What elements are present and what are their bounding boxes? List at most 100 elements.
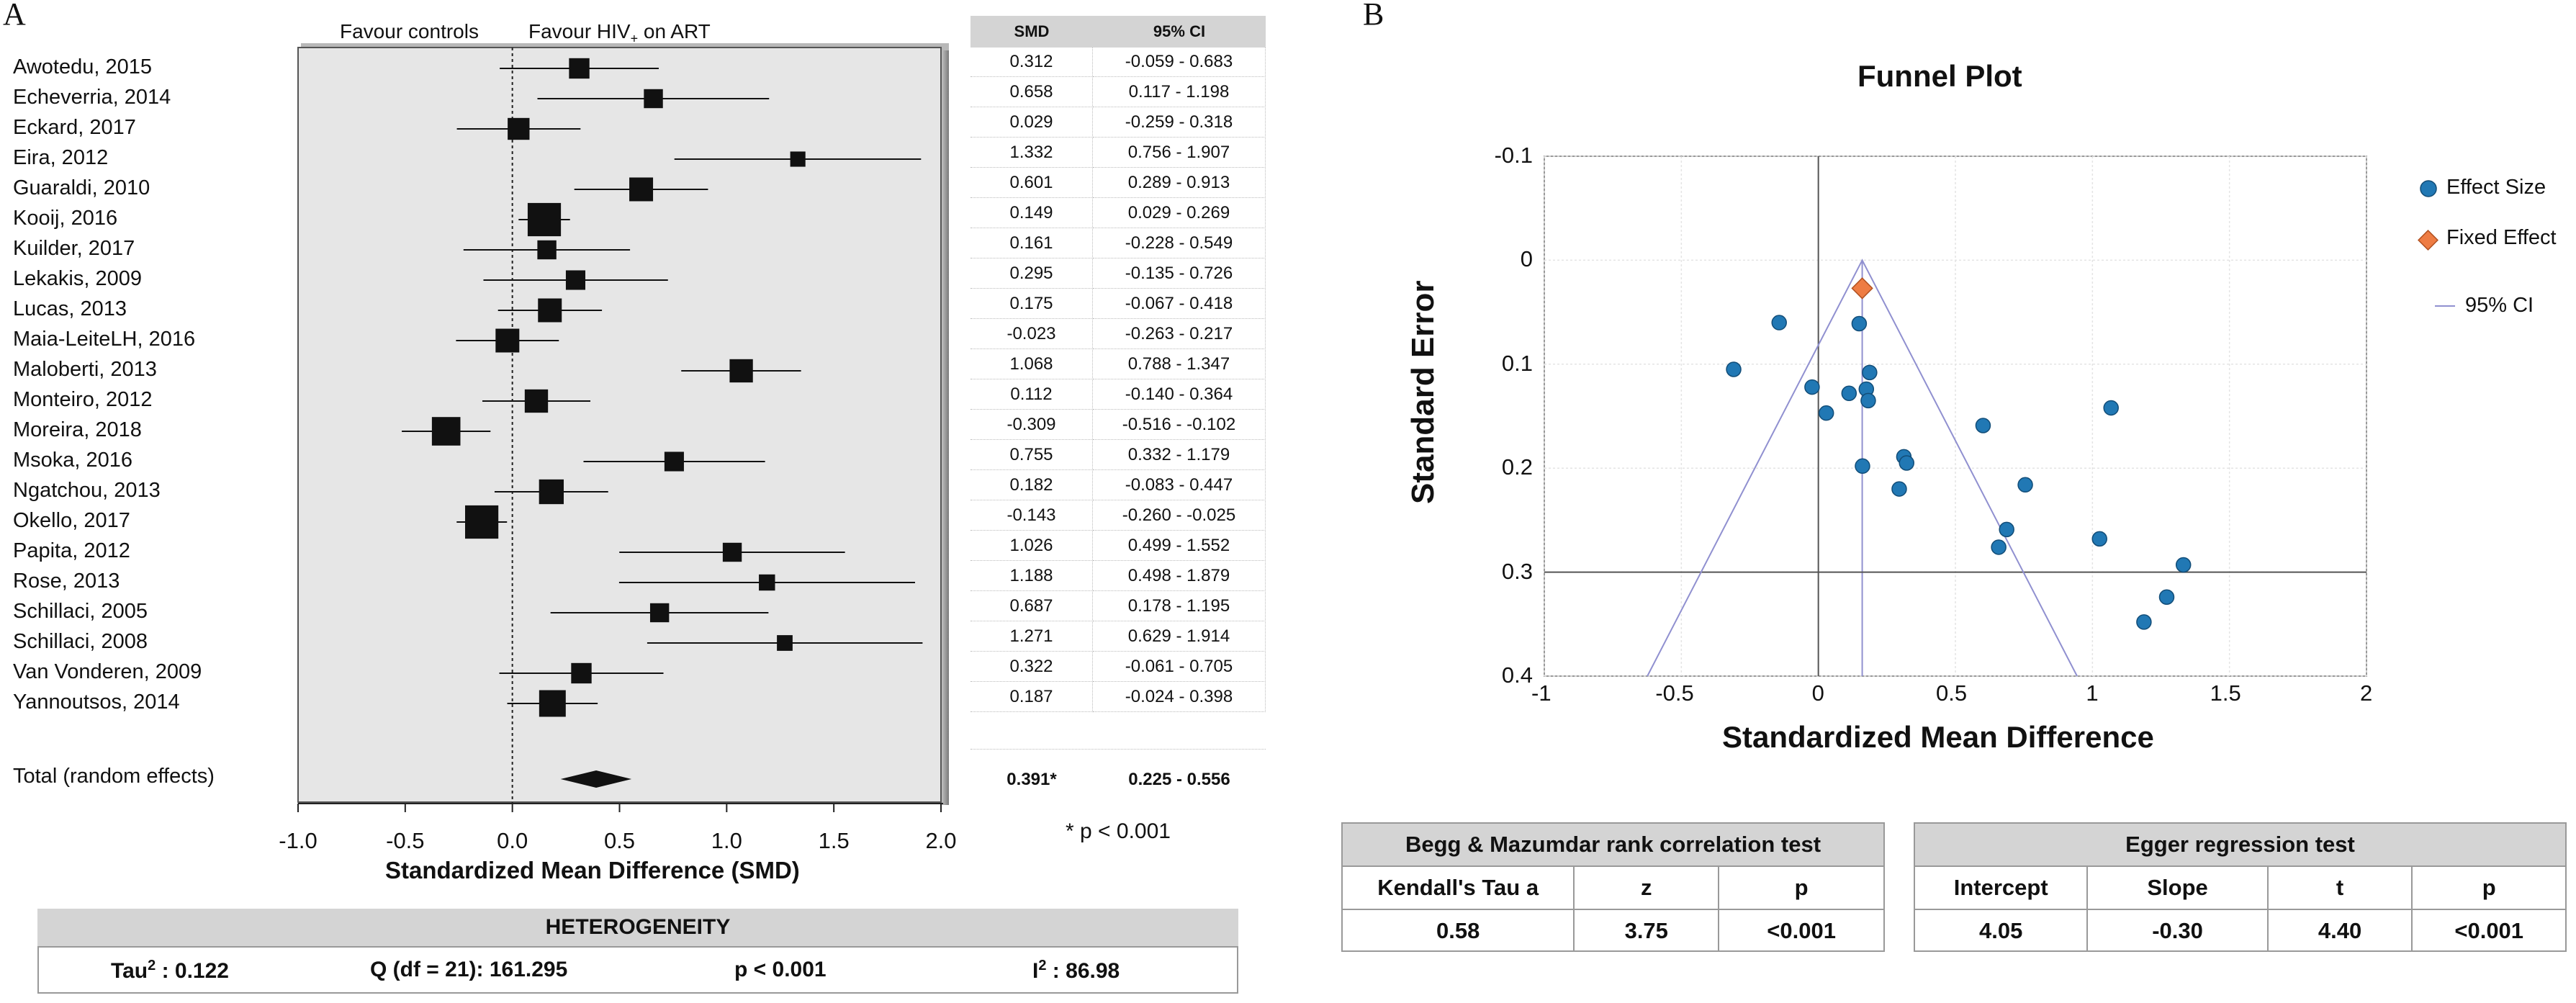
funnel-x-tick-label: 0: [1811, 680, 1824, 706]
effect-size-point: [1991, 539, 2007, 555]
study-label: Maloberti, 2013: [13, 358, 157, 381]
effect-size-point: [2158, 589, 2175, 606]
study-label: Schillaci, 2008: [13, 630, 148, 653]
study-effect-box: [465, 505, 499, 539]
study-label: Lekakis, 2009: [13, 267, 142, 290]
study-smd-value: -0.143: [970, 501, 1093, 531]
ci-table-row: 0.112 -0.140 - 0.364: [970, 380, 1266, 410]
study-ci-value: 0.332 - 1.179: [1093, 441, 1266, 470]
study-ci-value: 0.629 - 1.914: [1093, 622, 1266, 652]
ci-table-row: 0.175 -0.067 - 0.418: [970, 289, 1266, 319]
i2-value: I2 : 86.98: [1032, 958, 1120, 983]
study-effect-box: [664, 451, 684, 472]
ci-table-row: 0.187 -0.024 - 0.398: [970, 683, 1266, 712]
egger-h-slope: Slope: [2088, 867, 2269, 909]
study-effect-box: [790, 151, 806, 167]
study-label: Schillaci, 2005: [13, 600, 148, 623]
study-effect-box: [539, 479, 564, 505]
tau-value: Tau2 : 0.122: [111, 958, 229, 983]
effect-size-point: [2175, 557, 2192, 573]
study-smd-value: 0.312: [970, 48, 1093, 77]
ci-table-row: -0.023 -0.263 - 0.217: [970, 320, 1266, 349]
study-smd-value: 0.322: [970, 652, 1093, 682]
funnel-y-tick-label: 0.1: [1501, 350, 1533, 376]
study-smd-value: 1.271: [970, 622, 1093, 652]
funnel-95ci-lines: [1647, 258, 2078, 677]
total-ci: 0.225 - 0.556: [1128, 770, 1230, 789]
total-smd: 0.391*: [1006, 770, 1057, 789]
funnel-y-tick-label: -0.1: [1494, 143, 1533, 168]
ci-table-row: 0.295 -0.135 - 0.726: [970, 259, 1266, 289]
funnel-x-axis-title: Standardized Mean Difference: [1722, 720, 2154, 754]
begg-header-row: Kendall's Tau a z p: [1343, 867, 1883, 910]
legend-95ci: 95% CI: [2465, 294, 2534, 317]
study-smd-value: 0.658: [970, 78, 1093, 107]
study-smd-value: 0.175: [970, 289, 1093, 319]
legend-effect-size: Effect Size: [2446, 176, 2546, 199]
study-ci-value: -0.067 - 0.418: [1093, 289, 1266, 319]
heterogeneity-header: HETEROGENEITY: [37, 909, 1238, 946]
ci-table-row: 1.332 0.756 - 1.907: [970, 138, 1266, 168]
forest-panel-bg: [297, 47, 942, 803]
study-effect-box: [524, 389, 549, 413]
funnel-y-tick-label: 0.4: [1501, 662, 1533, 688]
begg-v-tau: 0.58: [1343, 910, 1575, 952]
study-smd-value: 0.295: [970, 259, 1093, 289]
effect-size-point: [2017, 477, 2033, 493]
pooled-effect-diamond: [560, 770, 632, 788]
egger-v-t: 4.40: [2269, 910, 2413, 952]
egger-v-intercept: 4.05: [1915, 910, 2089, 952]
study-effect-box: [537, 240, 557, 260]
study-ci-value: -0.061 - 0.705: [1093, 652, 1266, 682]
study-label: Awotedu, 2015: [13, 55, 152, 78]
egger-title: Egger regression test: [1915, 824, 2565, 867]
study-smd-value: 1.026: [970, 531, 1093, 561]
study-ci-value: -0.024 - 0.398: [1093, 683, 1266, 712]
begg-h-tau: Kendall's Tau a: [1343, 867, 1575, 909]
effect-size-point: [1862, 364, 1878, 381]
funnel-y-tick-label: 0.3: [1501, 558, 1533, 584]
effect-size-point: [1726, 361, 1742, 377]
ci-table-row: 0.601 0.289 - 0.913: [970, 168, 1266, 198]
effect-size-point: [2091, 531, 2107, 547]
study-smd-value: 0.149: [970, 199, 1093, 228]
effect-size-point: [1999, 521, 2014, 538]
study-effect-box: [722, 542, 742, 562]
study-smd-value: 0.161: [970, 229, 1093, 258]
forest-tick-label: -1.0: [279, 828, 318, 853]
ci-table-row: 1.271 0.629 - 1.914: [970, 622, 1266, 652]
effect-size-point: [1860, 392, 1876, 409]
study-ci-value: 0.756 - 1.907: [1093, 138, 1266, 168]
study-label: Van Vonderen, 2009: [13, 660, 202, 683]
funnel-y-tick-label: 0: [1520, 246, 1533, 272]
egger-header-row: Intercept Slope t p: [1915, 867, 2565, 910]
study-effect-box: [571, 662, 592, 684]
ci-table-row: 0.755 0.332 - 1.179: [970, 441, 1266, 470]
study-label: Rose, 2013: [13, 570, 120, 593]
study-ci-value: -0.083 - 0.447: [1093, 471, 1266, 500]
ci-table-row: 0.182 -0.083 - 0.447: [970, 471, 1266, 500]
ci-table-row: 0.161 -0.228 - 0.549: [970, 229, 1266, 258]
effect-size-point: [1804, 379, 1820, 395]
panel-a-letter: A: [3, 0, 26, 32]
study-effect-box: [777, 635, 793, 651]
forest-plot: [297, 43, 949, 812]
smd-header: SMD: [1014, 22, 1050, 40]
fixed-effect-marker: [1851, 277, 1873, 300]
egger-v-slope: -0.30: [2088, 910, 2269, 952]
egger-value-row: 4.05 -0.30 4.40 <0.001: [1915, 910, 2565, 952]
forest-tick-label: 1.5: [818, 828, 850, 853]
effect-size-point: [1855, 458, 1870, 474]
funnel-title: Funnel Plot: [1857, 59, 2022, 93]
funnel-x-tick-label: 0.5: [1936, 680, 1968, 706]
study-label: Msoka, 2016: [13, 449, 133, 472]
study-smd-value: 0.601: [970, 168, 1093, 198]
forest-tick-label: 0.5: [603, 828, 636, 853]
forest-tick-label: -0.5: [386, 828, 425, 853]
funnel-x-tick-label: 2: [2360, 680, 2373, 706]
funnel-x-tick-label: 1: [2086, 680, 2099, 706]
forest-tick-label: 0.0: [497, 828, 528, 853]
study-effect-box: [649, 603, 670, 623]
effect-size-point: [2103, 400, 2119, 416]
study-label: Eckard, 2017: [13, 116, 136, 139]
